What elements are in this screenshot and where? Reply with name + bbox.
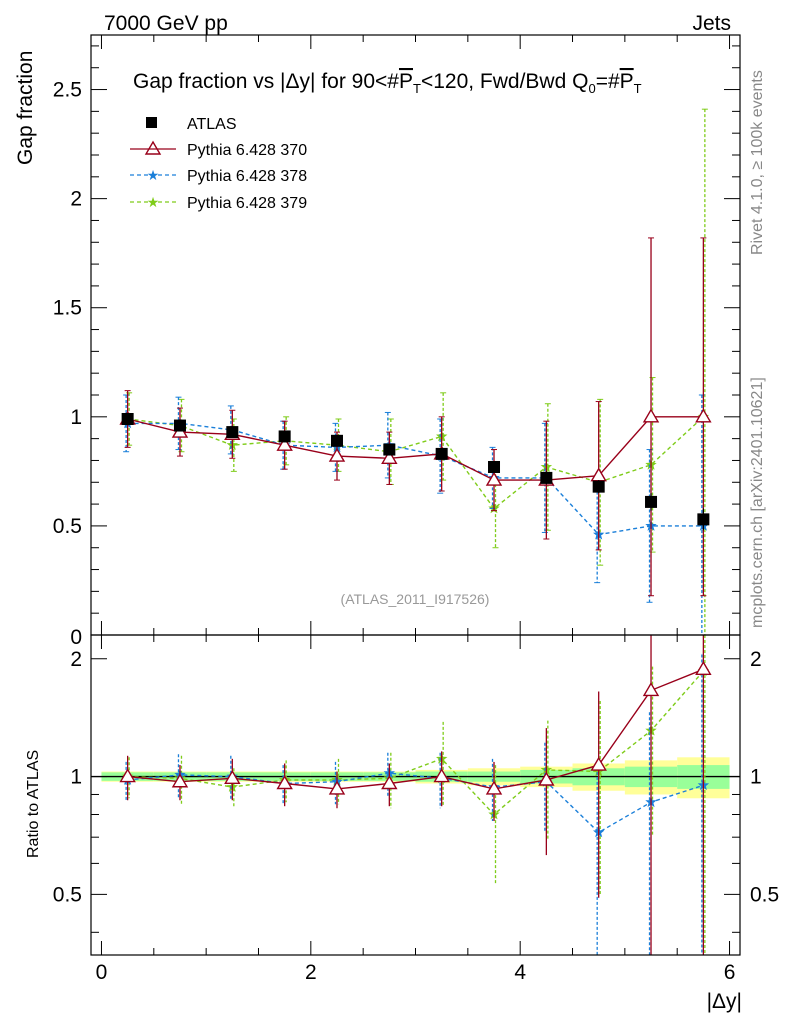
legend-label-370: Pythia 6.428 370	[187, 142, 307, 159]
ratio-triangle-marker	[381, 775, 398, 790]
legend-marker-atlas	[146, 117, 157, 128]
series-line	[127, 416, 704, 510]
triangle-marker	[485, 471, 503, 486]
y-tick-label: 1	[70, 406, 82, 429]
series-line	[127, 416, 704, 481]
ratio-triangle-marker	[224, 769, 241, 784]
y-tick-label-zero: 0	[70, 626, 82, 649]
ratio-triangle-marker	[328, 780, 346, 795]
ratio-axis-label: Ratio to ATLAS	[25, 750, 42, 858]
atlas-point	[540, 471, 553, 484]
ratio-tick-label-left: 1	[70, 766, 82, 789]
legend-marker-370	[144, 140, 162, 155]
ratio-tick-label-right: 2	[750, 648, 762, 671]
axes-ticks: 0 2 4 60.511.522.500.5 0.51 12 2	[53, 35, 779, 984]
series-atlas	[121, 413, 710, 531]
series-p379	[121, 108, 710, 955]
data-series	[119, 108, 712, 955]
plot-title: Gap fraction vs |Δy| for 90<#PT<120, Fwd…	[133, 70, 642, 96]
rivet-label: Rivet 4.1.0, ≥ 100k events	[749, 70, 766, 255]
ratio-triangle-marker	[590, 756, 607, 771]
ratio-tick-label-left: 0.5	[53, 883, 82, 906]
ratio-tick-label-right: 0.5	[750, 883, 779, 906]
ratio-triangle-marker	[119, 768, 136, 783]
legend-label-378: Pythia 6.428 378	[187, 168, 307, 185]
atlas-point	[173, 419, 186, 432]
ratio-triangle-marker	[485, 780, 503, 795]
ratio-triangle-marker	[433, 768, 450, 783]
ratio-triangle-marker	[538, 771, 555, 786]
series-line	[127, 422, 704, 536]
atlas-point	[226, 426, 239, 439]
atlas-point	[697, 513, 710, 526]
ratio-series-line	[127, 670, 704, 816]
triangle-marker	[695, 408, 712, 423]
atlas-point	[121, 413, 134, 425]
x-tick-label: 6	[724, 961, 736, 984]
triangle-marker	[328, 447, 346, 462]
x-tick-label: 4	[514, 961, 526, 984]
atlas-point	[383, 443, 396, 456]
ratio-series-line	[127, 668, 704, 790]
ratio-triangle-marker	[695, 660, 712, 675]
triangle-marker	[642, 408, 660, 423]
ratio-triangle-marker	[171, 773, 189, 788]
triangle-marker	[381, 449, 398, 464]
y-tick-label: 1.5	[53, 297, 82, 320]
ratio-triangle-marker	[642, 682, 660, 697]
legend-marker-378: ★	[147, 167, 160, 183]
y-tick-label: 0.5	[53, 515, 82, 538]
legend: ATLAS Pythia 6.428 370 ★ Pythia 6.428 37…	[130, 116, 307, 212]
x-tick-label: 2	[305, 961, 317, 984]
atlas-point	[488, 461, 501, 473]
atlas-point	[278, 430, 291, 443]
legend-label-atlas: ATLAS	[187, 116, 237, 133]
atlas-point	[435, 447, 448, 460]
ratio-triangle-marker	[276, 775, 293, 790]
ratio-frame	[90, 634, 741, 956]
y-axis-label: Gap fraction	[14, 51, 37, 165]
ratio-tick-label-right: 1	[750, 766, 762, 789]
series-p378	[121, 394, 710, 955]
legend-marker-379: ★	[147, 194, 160, 210]
x-axis-label: |Δy|	[707, 990, 742, 1013]
atlas-point	[645, 495, 658, 508]
header-right: Jets	[692, 12, 731, 35]
y-tick-label: 2.5	[53, 79, 82, 102]
atlas-point	[330, 434, 343, 447]
ratio-uncertainty-band	[101, 757, 730, 799]
x-tick-label: 0	[96, 961, 108, 984]
legend-label-379: Pythia 6.428 379	[187, 195, 307, 212]
ratio-series-line	[127, 772, 704, 834]
triangle-marker	[276, 436, 293, 451]
mcplots-label: mcplots.cern.ch [arXiv:2401.10621]	[749, 377, 766, 628]
header-left: 7000 GeV pp	[104, 12, 228, 35]
y-tick-label: 2	[70, 188, 82, 211]
analysis-watermark: (ATLAS_2011_I917526)	[341, 591, 490, 607]
ratio-tick-label-left: 2	[70, 648, 82, 671]
atlas-point	[592, 480, 605, 493]
